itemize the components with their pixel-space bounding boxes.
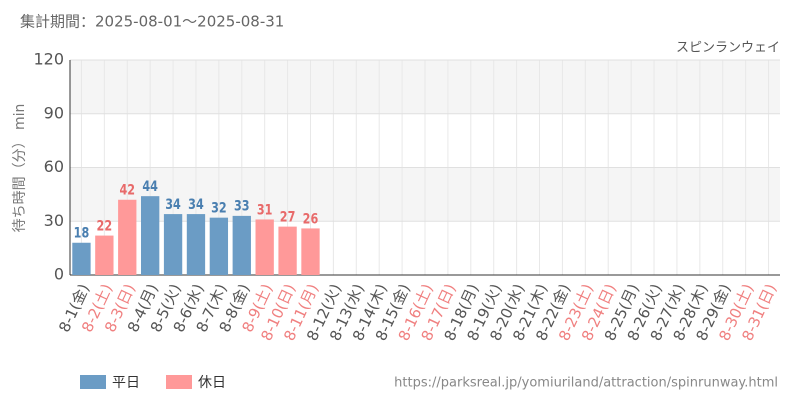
chart-title: スピンランウェイ <box>676 41 780 56</box>
bar <box>141 196 160 275</box>
value-label: 31 <box>257 201 273 218</box>
value-label: 34 <box>188 196 204 213</box>
value-label: 44 <box>142 178 158 195</box>
bar <box>255 219 274 275</box>
legend-swatch <box>166 375 192 389</box>
value-label: 42 <box>119 181 135 198</box>
bar <box>301 228 320 275</box>
bar <box>95 235 114 275</box>
bar <box>186 214 206 275</box>
bar <box>118 199 137 275</box>
legend-label: 平日 <box>112 375 140 391</box>
value-label: 22 <box>97 217 113 234</box>
chart-subtitle: 集計期間：2025-08-01～2025-08-31 <box>20 13 284 31</box>
y-tick-label: 90 <box>44 103 64 122</box>
bar <box>278 226 297 275</box>
y-axis-label: 待ち時間（分） min <box>12 104 28 233</box>
y-tick-label: 60 <box>44 157 64 176</box>
bar <box>232 215 251 275</box>
legend-label: 休日 <box>198 375 226 391</box>
y-tick-label: 0 <box>54 265 64 284</box>
value-label: 27 <box>280 208 296 225</box>
source-url: https://parksreal.jp/yomiuriland/attract… <box>394 376 778 391</box>
bar <box>72 242 91 275</box>
value-label: 34 <box>165 196 181 213</box>
value-label: 33 <box>234 197 250 214</box>
value-label: 32 <box>211 199 227 216</box>
bar <box>209 217 229 275</box>
value-label: 26 <box>303 210 319 227</box>
bar <box>163 214 183 275</box>
value-label: 18 <box>74 224 90 241</box>
y-tick-label: 120 <box>33 50 64 69</box>
y-tick-label: 30 <box>44 211 64 230</box>
legend-swatch <box>80 375 106 389</box>
